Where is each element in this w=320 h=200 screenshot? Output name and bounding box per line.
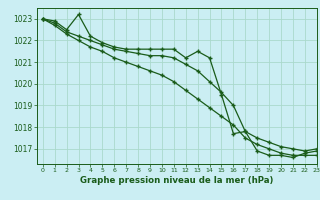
X-axis label: Graphe pression niveau de la mer (hPa): Graphe pression niveau de la mer (hPa) — [80, 176, 274, 185]
